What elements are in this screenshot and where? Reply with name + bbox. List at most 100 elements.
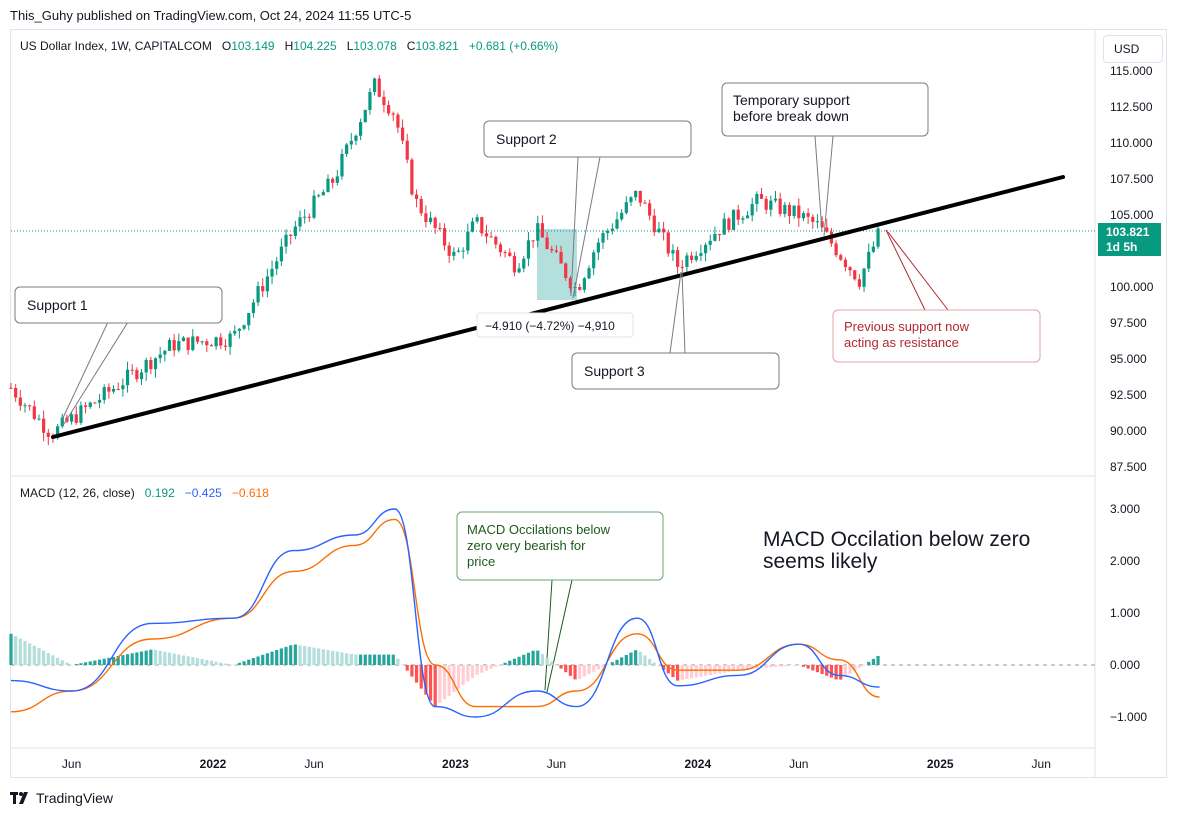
candle-body bbox=[825, 227, 829, 232]
candle-body bbox=[331, 178, 335, 183]
candle-body bbox=[606, 230, 610, 234]
callout-support2[interactable]: Support 2 bbox=[483, 120, 692, 158]
callout-resistance[interactable]: Previous support now acting as resistanc… bbox=[832, 309, 1041, 363]
macd-hist-bar bbox=[554, 665, 558, 666]
open-label: O bbox=[221, 39, 232, 53]
macd-hist-bar bbox=[857, 665, 861, 668]
candle-body bbox=[209, 345, 214, 347]
callout-support1[interactable]: Support 1 bbox=[14, 286, 223, 324]
macd-hist-bar bbox=[400, 664, 405, 666]
macd-hist-bar bbox=[750, 665, 754, 669]
macd-tick-label: 3.000 bbox=[1110, 502, 1140, 516]
macd-hist-bar bbox=[144, 650, 148, 665]
macd-hist-bar bbox=[489, 665, 493, 669]
candle-body bbox=[191, 336, 195, 350]
candle-body bbox=[815, 221, 820, 223]
candle-body bbox=[312, 195, 316, 218]
macd-hist-bar bbox=[97, 659, 102, 665]
candle-body bbox=[70, 414, 74, 422]
macd-hist-bar bbox=[764, 665, 768, 668]
candle-body bbox=[428, 217, 433, 222]
candle-body bbox=[368, 92, 372, 110]
macd-hist-bar bbox=[582, 665, 586, 677]
macd-hist-bar bbox=[28, 643, 32, 665]
macd-hist-bar bbox=[335, 651, 339, 665]
macd-hist-bar bbox=[191, 657, 195, 665]
price-tick-label: 95.000 bbox=[1110, 352, 1147, 366]
candle-body bbox=[582, 278, 586, 290]
macd-hist-bar bbox=[624, 655, 628, 665]
trendline[interactable] bbox=[51, 175, 1065, 439]
candle-body bbox=[363, 109, 367, 123]
macd-hist-bar bbox=[438, 665, 442, 703]
candle-body bbox=[247, 313, 251, 326]
macd-hist-bar bbox=[615, 659, 619, 665]
macd-hist-bar bbox=[158, 650, 162, 665]
candle-body bbox=[205, 341, 209, 346]
candle-body bbox=[787, 204, 792, 217]
candle-body bbox=[60, 417, 64, 427]
macd-hist-bar bbox=[219, 662, 223, 665]
macd-hist-bar bbox=[321, 649, 325, 665]
macd-hist-bar bbox=[540, 654, 545, 665]
candle-body bbox=[839, 255, 843, 260]
macd-hist-bar bbox=[83, 662, 88, 665]
macd-hist-bar bbox=[275, 650, 279, 665]
macd-histogram bbox=[9, 633, 880, 707]
candle-body bbox=[750, 203, 754, 216]
callout-temp-support[interactable]: Temporary support before break down bbox=[721, 82, 929, 137]
macd-hist-bar bbox=[741, 665, 745, 670]
macd-hist-bar bbox=[466, 665, 470, 682]
macd-hist-bar bbox=[522, 654, 526, 665]
macd-big-annotation-1[interactable]: MACD Occilation below zero bbox=[763, 528, 1030, 551]
macd-big-annotation-2[interactable]: seems likely bbox=[763, 550, 878, 573]
candle-body bbox=[689, 255, 694, 260]
macd-hist-bar bbox=[359, 654, 363, 665]
macd-hist-bar bbox=[676, 665, 680, 681]
currency-button[interactable]: USD bbox=[1103, 35, 1163, 63]
macd-hist-bar bbox=[689, 665, 694, 679]
macd-hist-bar bbox=[853, 665, 857, 671]
macd-hist-bar bbox=[578, 665, 582, 679]
candle-body bbox=[326, 178, 330, 193]
macd-hist-bar bbox=[135, 652, 139, 665]
macd-hist-bar bbox=[181, 655, 186, 665]
callout-pointers bbox=[61, 135, 949, 693]
macd-tick-label: −1.000 bbox=[1110, 710, 1147, 724]
candle-body bbox=[652, 215, 656, 233]
macd-hist-bar bbox=[652, 662, 656, 665]
macd-hist-bar bbox=[517, 656, 521, 665]
macd-hist-bar bbox=[680, 665, 684, 680]
macd-hist-bar bbox=[508, 660, 512, 665]
macd-hist-bar bbox=[116, 656, 120, 665]
candle-body bbox=[83, 405, 88, 407]
candle-body bbox=[130, 369, 134, 371]
macd-title[interactable]: MACD (12, 26, close) bbox=[20, 486, 135, 500]
candle-body bbox=[345, 144, 349, 154]
macd-hist-bar bbox=[736, 665, 740, 671]
macd-hist-bar bbox=[386, 654, 391, 665]
candle-body bbox=[28, 405, 32, 407]
macd-hist-bar bbox=[368, 654, 372, 665]
footer[interactable]: TradingView bbox=[10, 790, 113, 806]
macd-hist-bar bbox=[410, 665, 414, 677]
macd-note-text-1: MACD Occilations below bbox=[467, 522, 611, 537]
time-tick-label: 2022 bbox=[200, 757, 227, 771]
candle-body bbox=[792, 205, 796, 217]
callout-support3[interactable]: Support 3 bbox=[571, 352, 780, 390]
time-axis: Jun 2022 Jun 2023 Jun 2024 Jun 2025 Jun bbox=[62, 757, 1051, 771]
candle-body bbox=[834, 243, 838, 256]
macd-hist-bar bbox=[153, 650, 158, 665]
candle-body bbox=[820, 221, 824, 228]
candle-body bbox=[703, 244, 708, 254]
symbol-title[interactable]: US Dollar Index, 1W, CAPITALCOM bbox=[20, 39, 212, 53]
macd-hist-bar bbox=[167, 652, 172, 665]
candle-body bbox=[666, 232, 670, 254]
callout-macd-note[interactable]: MACD Occilations below zero very bearish… bbox=[456, 511, 664, 581]
support1-text: Support 1 bbox=[27, 297, 88, 313]
support3-text: Support 3 bbox=[584, 363, 645, 379]
candle-body bbox=[848, 267, 852, 271]
price-tick-label: 110.000 bbox=[1110, 136, 1153, 150]
macd-hist-bar bbox=[610, 662, 614, 665]
